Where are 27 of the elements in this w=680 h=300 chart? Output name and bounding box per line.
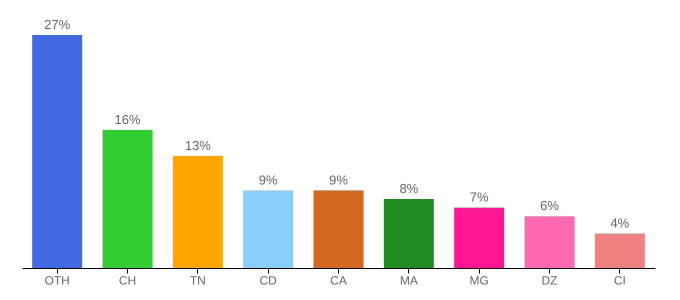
bar — [32, 35, 82, 268]
bar — [314, 190, 364, 268]
data-label: 7% — [470, 190, 489, 205]
data-label: 13% — [184, 138, 212, 153]
data-label: 9% — [329, 172, 348, 188]
data-label: 8% — [399, 180, 419, 196]
x-tick-label: MA — [400, 274, 418, 288]
x-tick-label: CI — [614, 274, 626, 288]
x-tick-label: TN — [190, 274, 206, 288]
bar — [524, 216, 574, 268]
x-tick-label: CA — [330, 274, 347, 288]
bar — [172, 156, 223, 268]
data-label: 4% — [610, 215, 630, 230]
bar — [384, 198, 434, 268]
bar — [243, 190, 294, 268]
bar — [454, 208, 504, 268]
data-label: 9% — [258, 172, 278, 188]
x-tick-label: MG — [469, 274, 489, 288]
data-label: 16% — [114, 112, 141, 127]
x-tick-label: CH — [118, 274, 136, 288]
x-tick-label: OTH — [44, 274, 70, 288]
data-label: 6% — [540, 198, 560, 214]
x-tick-label: DZ — [542, 274, 558, 288]
bar — [594, 233, 645, 268]
data-label: 27% — [44, 17, 71, 32]
bar — [102, 130, 152, 268]
x-tick-label: CD — [259, 274, 278, 288]
